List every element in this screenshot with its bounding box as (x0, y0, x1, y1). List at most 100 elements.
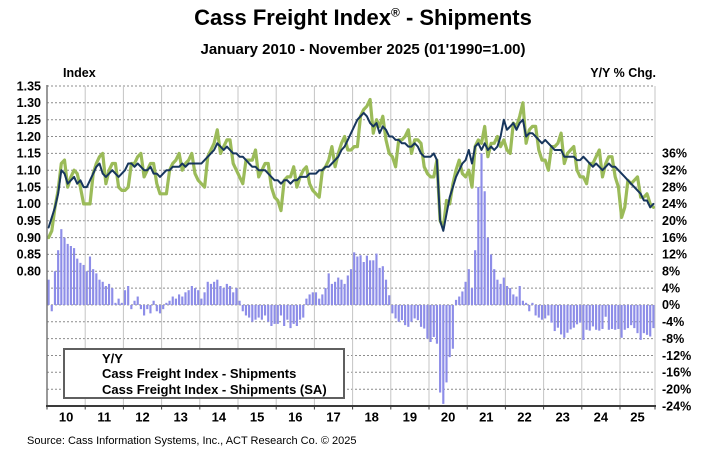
yy-bar (359, 255, 362, 305)
yy-bar (193, 288, 197, 305)
yy-bar (283, 304, 286, 326)
left-tick-label: 1.15 (17, 147, 41, 161)
yy-bar (57, 250, 60, 305)
left-axis-tick-labels: 1.35 1.30 1.25 1.20 1.15 1.10 1.05 1.00 0.95 0.90… (17, 79, 41, 278)
yy-bar (286, 304, 289, 320)
yy-bar (276, 304, 279, 324)
yy-bar (311, 292, 314, 305)
yy-bar (149, 304, 152, 314)
yy-bar (407, 304, 410, 327)
x-tick-label: 13 (173, 410, 187, 425)
left-tick-label: 1.05 (17, 180, 41, 194)
yy-bar (184, 292, 187, 305)
yy-bar (442, 304, 445, 404)
yy-bar (168, 300, 171, 305)
right-tick-label: -24% (662, 399, 691, 413)
right-tick-label: 12% (662, 248, 687, 262)
yy-bar (540, 304, 544, 320)
yy-bar (187, 290, 190, 305)
yy-bar (238, 300, 241, 305)
shipments-sa-line (47, 111, 655, 232)
yy-bar (626, 304, 630, 329)
yy-bar (327, 273, 330, 305)
yy-bar (537, 304, 540, 318)
yy-bar (486, 237, 489, 305)
yy-bar (111, 288, 114, 305)
yy-bar (591, 304, 594, 327)
x-tick-label: 15 (250, 410, 264, 425)
right-tick-label: 20% (662, 214, 687, 228)
yy-bar (85, 271, 88, 305)
yy-bar (165, 302, 168, 305)
yy-bar (553, 304, 556, 332)
yy-bar (343, 283, 346, 305)
yy-bar (544, 304, 547, 319)
yy-bar (330, 283, 333, 305)
yy-bar (334, 281, 337, 305)
yy-bar (254, 304, 257, 320)
left-tick-label: 1.30 (17, 96, 41, 110)
right-tick-label: 16% (662, 231, 687, 245)
yy-bar (493, 269, 496, 305)
yy-bar (101, 281, 104, 305)
left-axis-title: Index (63, 66, 96, 80)
yy-bar (356, 256, 359, 305)
yy-bar (302, 304, 305, 318)
left-tick-label: 1.35 (17, 79, 41, 93)
x-tick-label: 12 (135, 410, 149, 425)
x-tick-label: 14 (212, 410, 227, 425)
yy-bar (219, 286, 222, 305)
chart-subtitle: January 2010 - November 2025 (01'1990=1.… (200, 41, 526, 58)
yy-bar (248, 304, 251, 318)
x-tick-label: 10 (59, 410, 73, 425)
yy-bar (439, 304, 442, 393)
right-tick-label: -4% (662, 315, 684, 329)
yy-bar (404, 304, 407, 326)
yy-bar (397, 304, 400, 322)
yy-bar (391, 304, 394, 314)
yy-bar (98, 279, 101, 305)
yy-bar (480, 153, 483, 305)
yy-bar (181, 296, 184, 305)
yy-bar (178, 294, 181, 305)
yy-bar (232, 292, 235, 305)
yy-bar (216, 279, 219, 305)
x-tick-label: 23 (555, 410, 569, 425)
yy-bar (445, 304, 448, 383)
yy-bar (423, 304, 426, 329)
yy-bar (426, 304, 429, 339)
yy-bar (464, 281, 467, 305)
yy-bar (369, 260, 372, 305)
yy-bar (413, 304, 416, 319)
yy-bar (598, 304, 601, 331)
x-axis-tick-labels: 10 11 12 13 14 15 16 17 18 19 20 21 22 23 24 25 (59, 410, 645, 425)
x-tick-label: 16 (288, 410, 302, 425)
left-tick-label: 1.10 (17, 164, 41, 178)
yy-bar (295, 304, 298, 326)
yy-bar (273, 304, 276, 324)
yy-bar (120, 302, 123, 305)
yy-bar (572, 304, 575, 328)
yy-bar (566, 304, 569, 333)
yy-bar (556, 304, 559, 328)
x-tick-label: 22 (517, 410, 531, 425)
right-tick-label: 8% (662, 265, 680, 279)
yy-bar (353, 252, 356, 305)
yy-bar (362, 262, 365, 305)
yy-bar (531, 302, 534, 305)
chart-title-suffix: - Shipments (399, 5, 532, 30)
yy-bar (595, 304, 598, 330)
yy-bar (82, 264, 85, 305)
yy-bar (435, 304, 439, 344)
yy-bar (228, 286, 232, 305)
registered-trademark-symbol: ® (390, 5, 400, 20)
yy-bar (502, 277, 505, 305)
yy-bar (139, 304, 142, 310)
yy-bar (88, 256, 92, 305)
yy-bar (477, 187, 480, 305)
yy-bar (197, 290, 200, 305)
yy-bar (123, 290, 127, 305)
left-tick-label: 0.80 (17, 265, 41, 279)
x-tick-label: 19 (403, 410, 417, 425)
yy-bar (521, 300, 524, 305)
